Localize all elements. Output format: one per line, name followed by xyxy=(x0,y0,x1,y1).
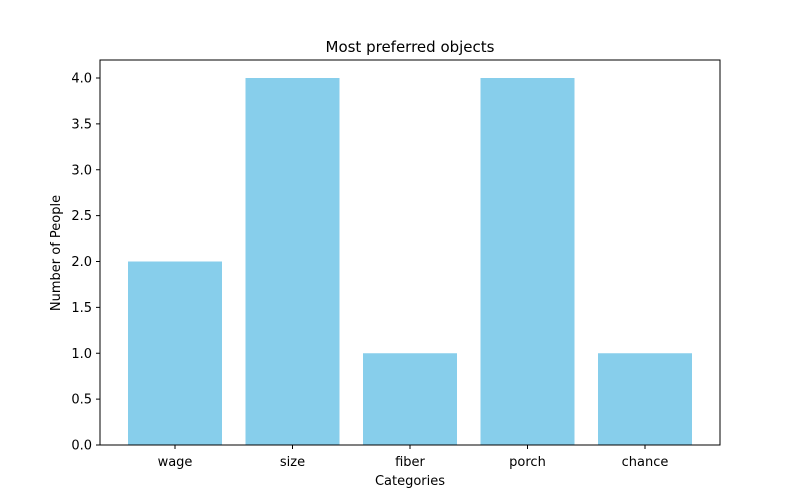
y-tick-label: 3.0 xyxy=(71,163,92,178)
y-tick-label: 1.0 xyxy=(71,347,92,362)
bar-fiber xyxy=(363,353,457,445)
y-tick-label: 0.0 xyxy=(71,439,92,454)
plot-frame xyxy=(99,59,721,446)
x-tick-label: wage xyxy=(158,455,193,470)
y-axis-ticks: 0.0 0.5 1.0 1.5 2.0 2.5 3.0 3.5 4.0 xyxy=(71,72,100,454)
bar-wage xyxy=(128,261,222,445)
y-axis-label: Number of People xyxy=(49,195,64,311)
y-tick-label: 2.0 xyxy=(71,255,92,270)
y-tick-label: 4.0 xyxy=(71,72,92,87)
bar-chance xyxy=(598,353,692,445)
y-tick-label: 0.5 xyxy=(71,393,92,408)
x-tick-label: porch xyxy=(509,455,546,470)
bars-group xyxy=(128,78,692,445)
y-tick-label: 1.5 xyxy=(71,301,92,316)
y-tick-label: 3.5 xyxy=(71,117,92,132)
x-axis-ticks: wage size fiber porch chance xyxy=(158,445,669,470)
y-tick-label: 2.5 xyxy=(71,209,92,224)
x-tick-label: fiber xyxy=(395,455,425,470)
x-tick-label: chance xyxy=(622,455,669,470)
x-axis-label: Categories xyxy=(375,474,445,489)
chart-title: Most preferred objects xyxy=(326,38,495,56)
x-tick-label: size xyxy=(280,455,305,470)
bar-size xyxy=(245,78,340,445)
bar-porch xyxy=(480,78,575,445)
